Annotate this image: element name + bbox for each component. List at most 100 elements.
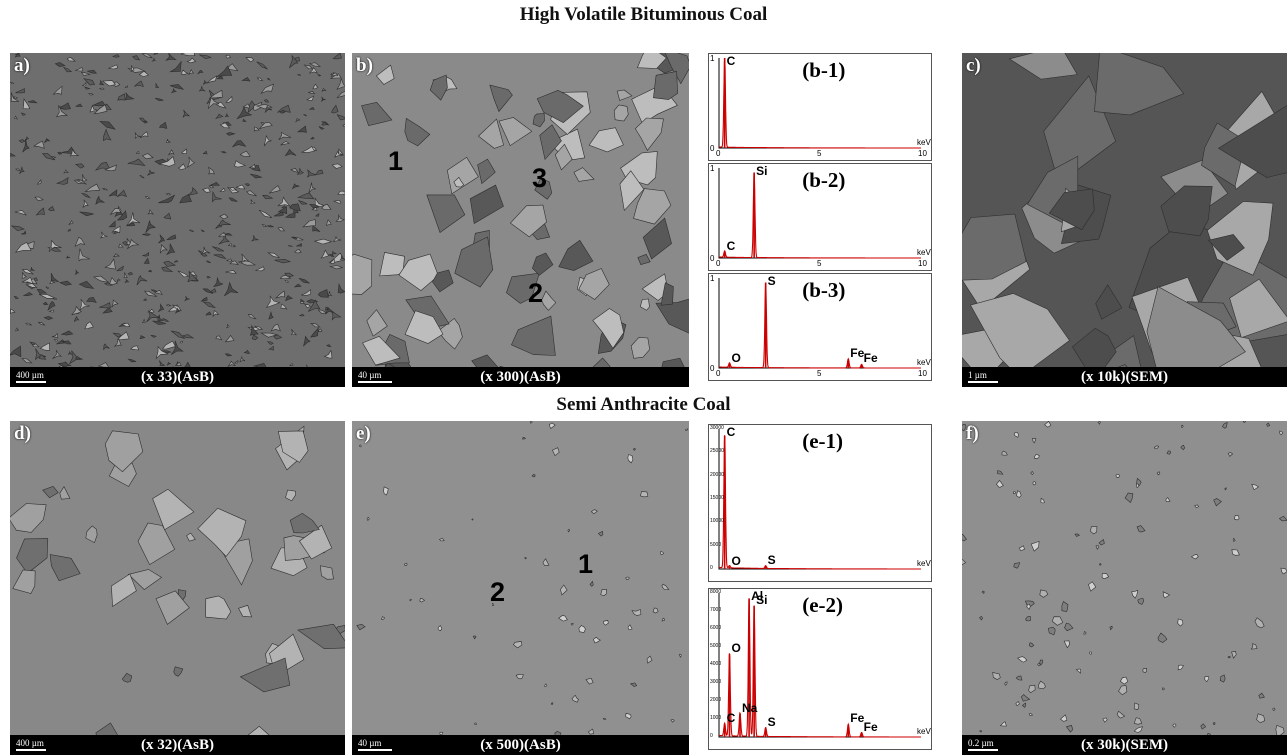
particle	[453, 176, 465, 188]
particle	[38, 354, 47, 360]
particle	[311, 206, 318, 211]
particle	[63, 169, 69, 174]
particle	[532, 113, 545, 128]
particle	[254, 325, 263, 330]
particle	[234, 160, 247, 168]
particle	[512, 641, 523, 649]
particle	[1095, 284, 1123, 320]
particle	[446, 156, 479, 195]
caption-bar	[10, 735, 345, 755]
particle	[313, 238, 333, 245]
particle	[42, 485, 59, 499]
particle	[205, 595, 232, 620]
magnification-caption-e: (x 500)(AsB)	[480, 737, 561, 753]
particle	[262, 194, 274, 200]
particle	[141, 153, 154, 160]
particle	[229, 187, 238, 191]
particle	[297, 623, 345, 650]
particle	[642, 217, 672, 260]
particle	[280, 303, 288, 310]
eds-plot	[718, 278, 921, 369]
particle	[633, 188, 672, 225]
particle	[241, 253, 250, 264]
particle	[10, 308, 16, 315]
particle	[477, 158, 496, 185]
particle	[290, 168, 300, 173]
eds-spectrum-b-1: C (b-1) keV 0 5 10 0 1	[708, 53, 932, 161]
particle	[116, 210, 128, 221]
particle	[212, 246, 225, 252]
particle	[202, 301, 217, 309]
particle	[198, 86, 206, 92]
particle	[242, 118, 247, 122]
eds-spectrum-b-2: C Si (b-2) keV 0 5 10 0 1	[708, 163, 932, 271]
panel-label-c: c)	[966, 55, 981, 76]
particle	[251, 235, 259, 242]
particle	[10, 503, 47, 533]
particle	[1133, 702, 1140, 710]
peak-label-s: S	[767, 553, 776, 568]
particle	[1278, 515, 1287, 522]
particle	[359, 444, 362, 448]
particle	[334, 150, 343, 158]
magnification-caption-c: (x 10k)(SEM)	[1080, 369, 1169, 385]
particle	[489, 84, 513, 113]
micrograph-texture	[356, 421, 689, 755]
particle	[171, 87, 177, 94]
particle	[129, 345, 140, 351]
micrograph-panel-e: e) 1 2 (x 500)(AsB) 40 µm	[352, 421, 689, 755]
particle	[317, 289, 329, 298]
particle	[139, 335, 146, 339]
particle	[152, 320, 166, 325]
particle	[1161, 687, 1165, 691]
particle	[177, 589, 187, 601]
particle	[1065, 725, 1074, 733]
x-tick-label: 10	[918, 369, 927, 378]
peak-label-o: O	[731, 553, 741, 568]
particle	[627, 454, 634, 464]
particle	[103, 343, 110, 351]
particle	[47, 300, 56, 311]
spectrum-title: (b-1)	[802, 58, 846, 82]
particle	[34, 348, 47, 361]
particle	[186, 532, 196, 542]
particle	[55, 105, 69, 118]
scale-bar-f: 0.2 µm	[968, 739, 998, 751]
particle	[287, 245, 294, 248]
particle	[263, 66, 268, 70]
particle	[113, 337, 122, 347]
particle	[139, 175, 145, 179]
x-axis-label: keV	[917, 358, 931, 367]
particle	[1102, 717, 1108, 723]
particle	[1204, 676, 1210, 683]
particle	[36, 288, 48, 294]
particle	[200, 229, 205, 232]
particle	[539, 124, 562, 161]
particle	[1242, 421, 1246, 423]
particle	[1229, 278, 1287, 338]
particle	[323, 349, 333, 359]
particle	[1015, 701, 1020, 707]
particle	[219, 187, 226, 193]
particle	[48, 206, 55, 212]
peak-label-o: O	[731, 350, 741, 365]
particle	[664, 53, 689, 85]
particle	[186, 57, 197, 64]
particle	[107, 64, 119, 70]
y-tick-label: 1	[710, 54, 715, 63]
particle	[320, 249, 330, 259]
y-tick-label: 5000	[710, 541, 722, 548]
particle	[1004, 681, 1008, 686]
particle	[1094, 53, 1185, 116]
particle	[266, 225, 274, 228]
particle	[75, 103, 83, 107]
particle	[103, 128, 112, 142]
particle	[150, 335, 157, 338]
x-axis-label: keV	[917, 559, 931, 568]
micrograph-texture	[352, 53, 689, 387]
particle	[256, 77, 264, 82]
particle	[142, 233, 152, 236]
particle	[111, 299, 119, 308]
particle	[578, 625, 586, 633]
particle	[208, 89, 223, 99]
